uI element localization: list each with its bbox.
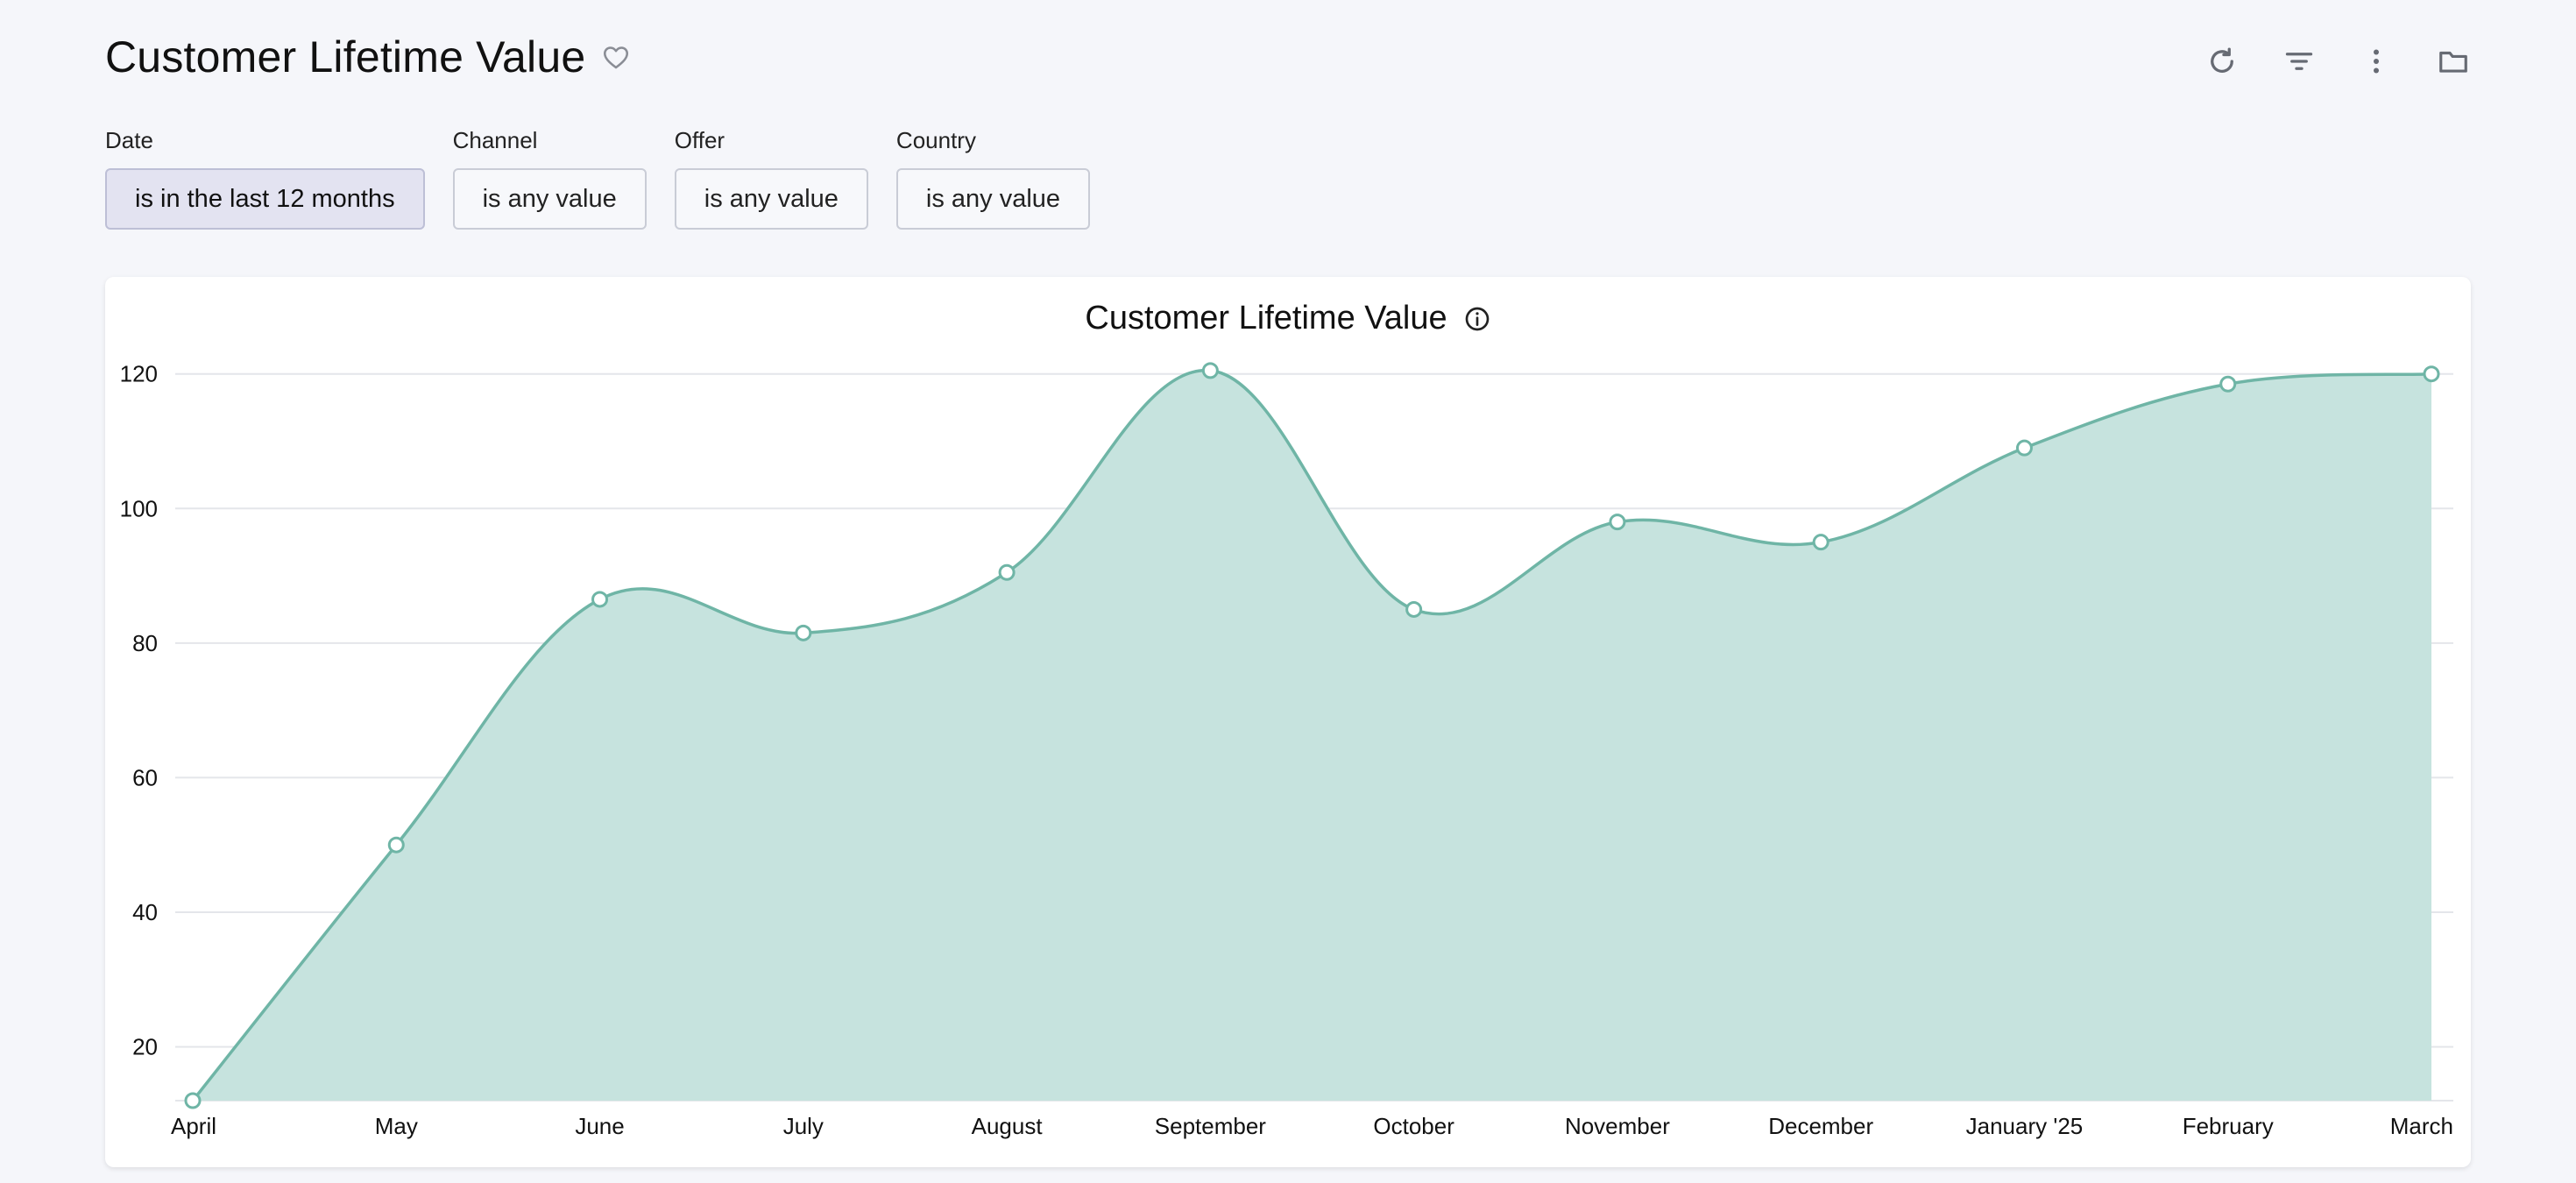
folder-icon[interactable]	[2436, 44, 2471, 79]
filter-channel-button[interactable]: is any value	[452, 168, 647, 230]
filter-label-channel: Channel	[452, 127, 538, 153]
y-tick-label: 20	[132, 1034, 158, 1060]
chart-title-text: Customer Lifetime Value	[1085, 300, 1447, 336]
filter-label-offer: Offer	[674, 127, 725, 153]
toolbar	[2204, 44, 2471, 79]
x-tick-label: August	[972, 1113, 1044, 1139]
data-point	[2219, 375, 2237, 393]
data-point	[591, 591, 609, 608]
x-tick-label: May	[375, 1113, 418, 1139]
x-tick-label: September	[1155, 1113, 1267, 1139]
x-tick-label: March	[2390, 1113, 2453, 1139]
data-point	[1405, 600, 1423, 618]
x-tick-label: April	[171, 1113, 216, 1139]
chart-card: 20 40 60 80 100 120 April May June July August Sept…	[105, 277, 2471, 1167]
series-area	[193, 370, 2431, 1101]
filter-country-button[interactable]: is any value	[895, 168, 1091, 230]
data-point	[795, 624, 812, 641]
filter-offer: Offer is any value	[674, 126, 868, 230]
y-tick-label: 40	[132, 899, 158, 925]
y-tick-label: 60	[132, 764, 158, 790]
x-tick-label: October	[1373, 1113, 1454, 1139]
x-tick-label: February	[2183, 1113, 2274, 1139]
filter-channel: Channel is any value	[452, 126, 647, 230]
data-point	[1201, 362, 1219, 379]
page-title: Customer Lifetime Value	[105, 32, 586, 81]
clv-area-chart: 20 40 60 80 100 120 April May June July August Sept…	[120, 361, 2453, 1139]
data-point	[2015, 439, 2033, 457]
info-icon[interactable]	[1463, 305, 1491, 333]
x-tick-label: December	[1768, 1113, 1873, 1139]
data-point	[1609, 514, 1626, 531]
data-point	[184, 1092, 202, 1109]
filter-label-date: Date	[105, 127, 153, 153]
refresh-icon[interactable]	[2204, 44, 2240, 79]
x-tick-label: January '25	[1966, 1113, 2084, 1139]
x-tick-label: November	[1565, 1113, 1670, 1139]
filter-date-button[interactable]: is in the last 12 months	[105, 168, 425, 230]
filter-bar: Date is in the last 12 months Channel is…	[105, 126, 1091, 230]
filter-country: Country is any value	[895, 126, 1091, 230]
filter-date: Date is in the last 12 months	[105, 126, 425, 230]
chart-title: Customer Lifetime Value	[105, 300, 2471, 337]
x-tick-label: July	[783, 1113, 824, 1139]
x-tick-label: June	[575, 1113, 624, 1139]
filter-offer-button[interactable]: is any value	[674, 168, 868, 230]
y-tick-label: 80	[132, 630, 158, 656]
data-point	[1812, 534, 1829, 551]
data-point	[387, 836, 405, 854]
filter-icon[interactable]	[2282, 44, 2317, 79]
page-header: Customer Lifetime Value	[105, 32, 631, 82]
more-vertical-icon[interactable]	[2359, 44, 2394, 79]
y-tick-label: 120	[120, 361, 158, 387]
heart-icon[interactable]	[601, 42, 631, 72]
data-point	[2423, 365, 2440, 383]
filter-label-country: Country	[895, 127, 976, 153]
y-tick-label: 100	[120, 495, 158, 521]
data-point	[998, 563, 1016, 581]
